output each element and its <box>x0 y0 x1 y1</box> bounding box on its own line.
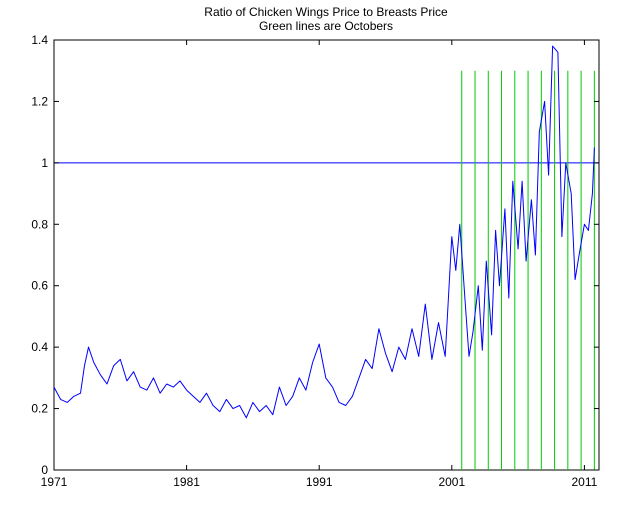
x-tick-label: 1981 <box>173 475 200 489</box>
y-tick-label: 0 <box>41 463 48 477</box>
x-tick-label: 1991 <box>306 475 333 489</box>
plot-area: 0 0.2 0.4 0.6 0.8 1 1.2 1.4 1971 1981 1991 2001 2011 <box>31 33 600 489</box>
y-tick-label: 1.2 <box>31 94 48 108</box>
x-tick-label: 2001 <box>438 475 465 489</box>
y-tick-label: 0.2 <box>31 402 48 416</box>
x-tick-label: 1971 <box>41 475 68 489</box>
chart-title: Ratio of Chicken Wings Price to Breasts … <box>204 5 448 19</box>
x-tick-label: 2011 <box>572 475 598 489</box>
chart-subtitle: Green lines are Octobers <box>259 19 393 33</box>
series-line <box>53 45 595 419</box>
y-tick-label: 0.8 <box>31 217 48 231</box>
axes-frame <box>53 39 600 471</box>
y-tick-label: 0.6 <box>31 279 48 293</box>
y-tick-label: 1.4 <box>31 33 48 47</box>
y-tick-label: 1 <box>41 156 48 170</box>
y-tick-label: 0.4 <box>31 340 48 354</box>
